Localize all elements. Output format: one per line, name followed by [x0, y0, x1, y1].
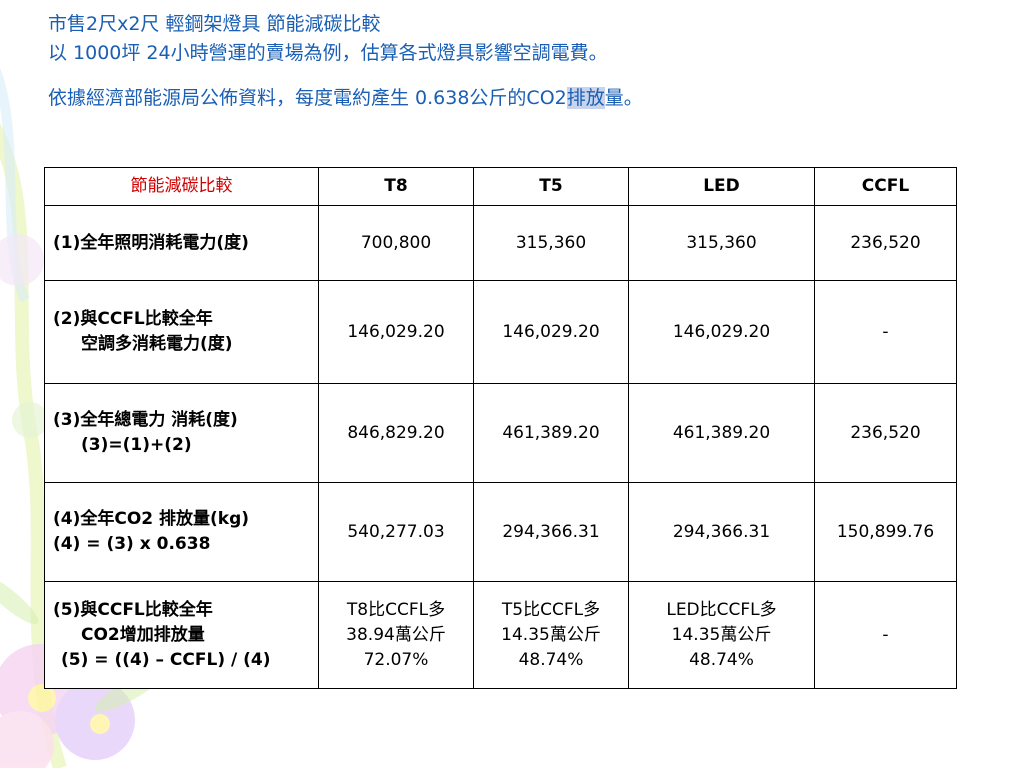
table-cell: 315,360 [628, 205, 815, 281]
row-label-line: (5) = ((4) – CCFL) / (4) [61, 649, 271, 670]
table-cell: 540,277.03 [318, 482, 474, 582]
table-cell: 461,389.20 [628, 383, 815, 483]
row-label-line: 空調多消耗電力(度) [81, 334, 233, 354]
header-note-text: 依據經濟部能源局公佈資料，每度電約產生 0.638公斤的CO2 [48, 87, 567, 109]
table-corner-title: 節能減碳比較 [44, 167, 319, 206]
row-label-line: (3)=(1)+(2) [81, 435, 192, 455]
header-subtitle: 以 1000坪 24小時營運的賣場為例，估算各式燈具影響空調電費。 [48, 42, 608, 64]
table-header-row: 節能減碳比較 T8 T5 LED CCFL [44, 167, 957, 206]
table-cell: 236,520 [814, 383, 957, 483]
table-cell: - [814, 280, 957, 384]
table-cell: 236,520 [814, 205, 957, 281]
table-cell: 315,360 [473, 205, 629, 281]
table-cell: 146,029.20 [628, 280, 815, 384]
table-row: (4)全年CO2 排放量(kg) (4) = (3) x 0.638 540,2… [44, 482, 957, 582]
table-cell: 150,899.76 [814, 482, 957, 582]
cell-line: T5比CCFL多 [501, 599, 601, 620]
cell-line: 72.07% [363, 649, 429, 670]
cell-line: LED比CCFL多 [666, 599, 777, 620]
row-label-line: (4)全年CO2 排放量(kg) [53, 509, 250, 529]
row-label-line: CO2增加排放量 [81, 624, 205, 645]
table-cell: 146,029.20 [318, 280, 474, 384]
table-cell: 294,366.31 [473, 482, 629, 582]
table-cell: T5比CCFL多 14.35萬公斤 48.74% [473, 581, 629, 689]
column-header-t5: T5 [473, 167, 629, 206]
table-cell: T8比CCFL多 38.94萬公斤 72.07% [318, 581, 474, 689]
table-cell: 294,366.31 [628, 482, 815, 582]
table-cell: LED比CCFL多 14.35萬公斤 48.74% [628, 581, 815, 689]
cell-line: 48.74% [518, 649, 584, 670]
row-label: (5)與CCFL比較全年 CO2增加排放量 (5) = ((4) – CCFL)… [44, 581, 319, 689]
table-cell: - [814, 581, 957, 689]
table-row: (2)與CCFL比較全年 空調多消耗電力(度) 146,029.20 146,0… [44, 280, 957, 384]
column-header-ccfl: CCFL [814, 167, 957, 206]
column-header-t8: T8 [318, 167, 474, 206]
table-row: (1)全年照明消耗電力(度) 700,800 315,360 315,360 2… [44, 205, 957, 281]
row-label-line: (4) = (3) x 0.638 [53, 534, 211, 554]
bubble-decoration [0, 234, 44, 286]
row-label: (1)全年照明消耗電力(度) [44, 205, 319, 281]
header-note: 依據經濟部能源局公佈資料，每度電約產生 0.638公斤的CO2排放量。 [48, 84, 643, 113]
cell-line: T8比CCFL多 [346, 599, 446, 620]
table-row: (3)全年總電力 消耗(度) (3)=(1)+(2) 846,829.20 46… [44, 383, 957, 483]
highlighted-word: 排放 [566, 87, 605, 109]
header-title: 市售2尺x2尺 輕鋼架燈具 節能減碳比較 [48, 13, 381, 35]
row-label: (3)全年總電力 消耗(度) (3)=(1)+(2) [44, 383, 319, 483]
row-label-line: (3)全年總電力 消耗(度) [53, 410, 238, 430]
cell-line: 14.35萬公斤 [501, 624, 601, 645]
row-label-line: (1)全年照明消耗電力(度) [53, 232, 249, 253]
cell-line: 14.35萬公斤 [671, 624, 772, 645]
table-cell: 700,800 [318, 205, 474, 281]
table-cell: 146,029.20 [473, 280, 629, 384]
table-cell: 846,829.20 [318, 383, 474, 483]
row-label-line: (5)與CCFL比較全年 [53, 599, 213, 620]
bubble-decoration [12, 402, 48, 438]
row-label-line: (2)與CCFL比較全年 [53, 309, 213, 329]
cell-line: 48.74% [689, 649, 754, 670]
cell-line: 38.94萬公斤 [346, 624, 446, 645]
table-cell: 461,389.20 [473, 383, 629, 483]
header-note-end: 量。 [604, 87, 643, 109]
table-row: (5)與CCFL比較全年 CO2增加排放量 (5) = ((4) – CCFL)… [44, 581, 957, 689]
column-header-led: LED [628, 167, 815, 206]
row-label: (2)與CCFL比較全年 空調多消耗電力(度) [44, 280, 319, 384]
slide-header: 市售2尺x2尺 輕鋼架燈具 節能減碳比較 以 1000坪 24小時營運的賣場為例… [48, 10, 643, 113]
comparison-table: 節能減碳比較 T8 T5 LED CCFL (1)全年照明消耗電力(度) 700… [44, 167, 957, 689]
row-label: (4)全年CO2 排放量(kg) (4) = (3) x 0.638 [44, 482, 319, 582]
